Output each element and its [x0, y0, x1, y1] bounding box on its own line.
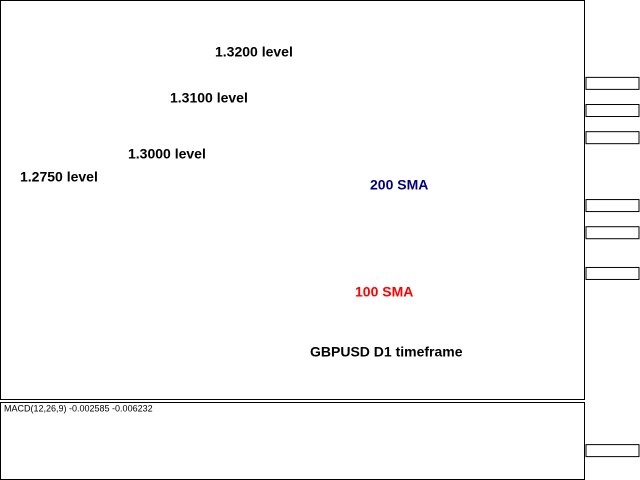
- indicator-title: MACD(12,26,9) -0.002585 -0.006232: [4, 403, 153, 413]
- series-label: 100 SMA: [355, 284, 413, 300]
- price-panel: [0, 0, 585, 400]
- tick-box: [585, 266, 640, 280]
- series-label: 200 SMA: [370, 177, 428, 193]
- annotation: 1.3200 level: [215, 44, 293, 60]
- macd-panel: [0, 402, 585, 480]
- tick-box: [585, 226, 640, 240]
- annotation: 1.3000 level: [128, 146, 206, 162]
- tick-box: [585, 444, 640, 458]
- tick-box: [585, 199, 640, 213]
- annotation: 1.2750 level: [20, 169, 98, 185]
- tick-box: [585, 104, 640, 118]
- chart-title: GBPUSD D1 timeframe: [310, 344, 463, 360]
- tick-box: [585, 76, 640, 90]
- tick-box: [585, 131, 640, 145]
- annotation: 1.3100 level: [170, 90, 248, 106]
